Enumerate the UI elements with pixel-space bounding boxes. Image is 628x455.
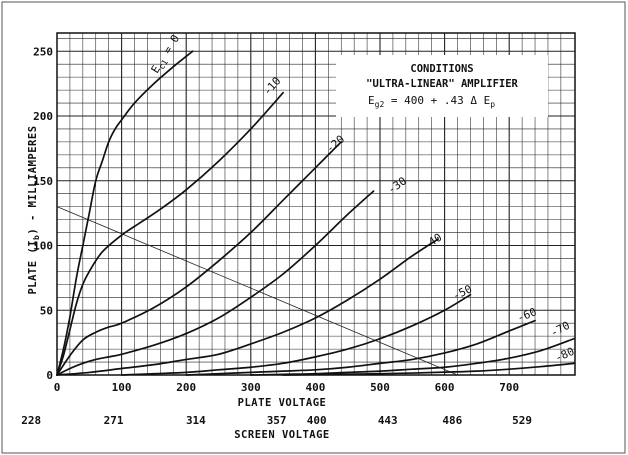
conditions-equation: Eg2 = 400 + .43 Δ Ep — [368, 94, 495, 109]
series-line-5 — [120, 293, 472, 376]
x-tick-label: 600 — [435, 381, 455, 394]
series-label-80: -80 — [553, 345, 576, 365]
series-line-4 — [56, 238, 439, 376]
conditions-box — [336, 55, 548, 117]
series-label-20: -20 — [324, 133, 348, 156]
series-line-6 — [185, 319, 536, 376]
series-label-70: -70 — [548, 319, 572, 340]
screen-voltage-label: 228 — [21, 414, 41, 427]
y-tick-label: 100 — [33, 240, 53, 253]
y-tick-label: 150 — [33, 175, 53, 188]
y-tick-label: 50 — [40, 304, 53, 317]
x-tick-labels: 0 100 200 300 400 500 600 700 — [54, 381, 519, 394]
x-tick-label: 100 — [112, 381, 132, 394]
series-label-10: -10 — [261, 75, 284, 98]
x-tick-label: 300 — [241, 381, 261, 394]
x-tick-label: 200 — [176, 381, 196, 394]
series-group — [56, 50, 575, 376]
y-tick-label: 250 — [33, 45, 53, 58]
screen-voltage-label: 400 — [307, 414, 327, 427]
y-tick-label: 200 — [33, 110, 53, 123]
series-line-0 — [56, 50, 194, 376]
series-label-ec1-0: Ec1 = 0 — [149, 32, 184, 76]
screen-voltage-label: 357 — [267, 414, 287, 427]
y-axis-title: PLATE (Ib) - MILLIAMPERES — [27, 125, 41, 294]
load-line — [56, 206, 458, 376]
series-line-2 — [56, 141, 343, 376]
screen-voltage-label: 529 — [512, 414, 532, 427]
screen-voltage-label: 271 — [104, 414, 124, 427]
screen-axis-title: SCREEN VOLTAGE — [234, 429, 330, 441]
series-label-30: -30 — [385, 174, 409, 196]
screen-voltage-label: 443 — [378, 414, 398, 427]
x-tick-label: 0 — [54, 381, 61, 394]
screen-voltage-label: 486 — [442, 414, 462, 427]
series-line-7 — [249, 337, 575, 376]
x-tick-label: 400 — [305, 381, 325, 394]
series-label-40: -40 — [421, 231, 445, 253]
screen-voltage-label: 314 — [186, 414, 206, 427]
series-line-8 — [282, 362, 575, 376]
conditions-annotation: CONDITIONS "ULTRA-LINEAR" AMPLIFIER Eg2 … — [366, 63, 518, 109]
x-tick-label: 700 — [499, 381, 519, 394]
series-line-3 — [56, 190, 375, 376]
series-line-1 — [56, 91, 284, 376]
y-tick-labels: 0 50 100 150 200 250 — [33, 45, 53, 382]
conditions-subtitle: "ULTRA-LINEAR" AMPLIFIER — [366, 78, 518, 90]
x-tick-label: 500 — [370, 381, 390, 394]
screen-voltage-tick-labels: 228 271 314 357 400 443 486 529 — [21, 414, 532, 427]
x-axis-title: PLATE VOLTAGE — [238, 397, 327, 409]
y-tick-label: 0 — [46, 369, 53, 382]
conditions-title: CONDITIONS — [410, 63, 473, 75]
